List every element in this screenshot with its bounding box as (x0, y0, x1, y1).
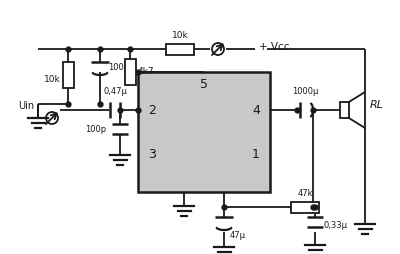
Text: 47k: 47k (297, 189, 313, 198)
Bar (124, 59, 136, 85)
Bar (291, 201, 319, 213)
Text: 2: 2 (148, 103, 156, 117)
Text: 3: 3 (148, 148, 156, 161)
Bar (340, 102, 349, 118)
Text: 0,47µ: 0,47µ (103, 87, 127, 96)
Text: 4k7: 4k7 (138, 68, 155, 76)
Text: 47µ: 47µ (230, 230, 246, 240)
Bar (138, 72, 270, 192)
Text: 1: 1 (252, 148, 260, 161)
Text: 100p: 100p (85, 124, 106, 134)
Text: + Vcc: + Vcc (259, 42, 290, 52)
Text: Uin: Uin (18, 101, 34, 111)
Text: 5: 5 (200, 77, 208, 90)
Text: 0,33µ: 0,33µ (323, 220, 347, 230)
Text: 10k: 10k (44, 74, 60, 84)
Text: 10k: 10k (172, 31, 188, 40)
Text: RL: RL (370, 100, 384, 110)
Bar (166, 43, 194, 55)
Text: 100µ: 100µ (108, 62, 129, 71)
Bar (62, 62, 74, 88)
Text: 4: 4 (252, 103, 260, 117)
Text: 1000µ: 1000µ (292, 87, 318, 96)
